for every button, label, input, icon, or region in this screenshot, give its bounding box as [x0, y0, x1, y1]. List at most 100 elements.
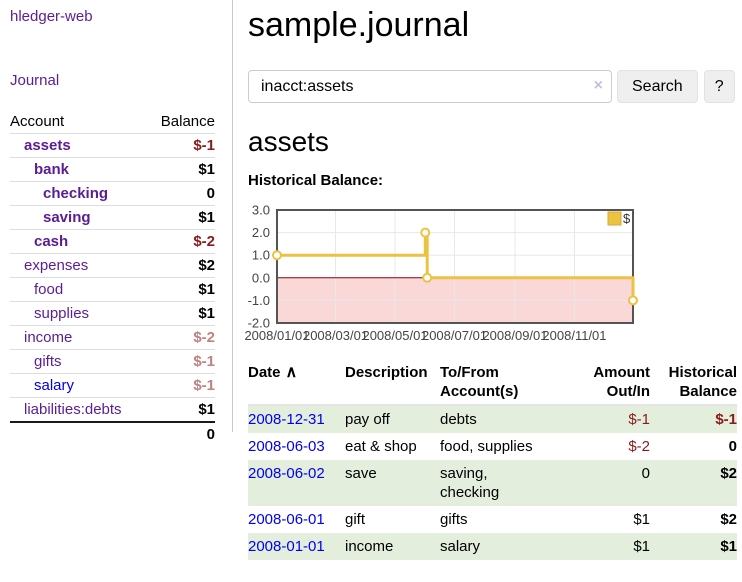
transaction-balance: $-1: [715, 411, 737, 428]
legend-swatch: [607, 211, 622, 226]
accounts-total-row: 0: [10, 421, 215, 446]
sidebar-account-link[interactable]: bank: [34, 161, 70, 178]
sidebar-account-link[interactable]: liabilities:debts: [24, 401, 122, 418]
svg-text:-2.0: -2.0: [248, 316, 270, 331]
column-header-date[interactable]: Date ∧: [248, 363, 345, 406]
sidebar-account-row: saving $1: [10, 205, 215, 229]
sidebar-account-link[interactable]: supplies: [34, 305, 90, 322]
sidebar-account-row: expenses $2: [10, 253, 215, 277]
column-header-balance: Historical Balance: [650, 363, 737, 406]
svg-text:0.0: 0.0: [252, 270, 270, 285]
account-column-header: Account: [10, 113, 65, 130]
sidebar-account-balance: $1: [198, 161, 215, 178]
search-input-wrap: ×: [248, 70, 612, 103]
svg-text:3.0: 3.0: [252, 203, 270, 218]
transaction-row: 2008-06-02 save saving, checking 0 $2: [248, 460, 737, 506]
sidebar-account-row: income $-2: [10, 325, 215, 349]
sidebar-account-link[interactable]: cash: [34, 233, 69, 250]
transaction-balance: $2: [720, 465, 737, 482]
transaction-date-link[interactable]: 2008-06-01: [248, 511, 325, 528]
sidebar-account-link[interactable]: saving: [43, 209, 91, 226]
historical-balance-chart: $3.0 2.0 1.0 0.0 -1.0 -2.02008/01/012008/03/0…: [244, 203, 638, 343]
register-table: Date ∧ Description To/From Account(s) Amo…: [248, 363, 737, 560]
transaction-date-link[interactable]: 2008-01-01: [248, 538, 325, 555]
account-heading: assets: [248, 126, 329, 157]
accounts-total-balance: 0: [206, 426, 215, 443]
column-header-amount: Amount Out/In: [565, 363, 650, 406]
sidebar-account-row: cash $-2: [10, 229, 215, 253]
svg-text:2.0: 2.0: [252, 225, 270, 240]
sidebar-account-link[interactable]: salary: [34, 377, 75, 394]
sidebar-account-balance: $-1: [193, 377, 215, 394]
svg-text:1.0: 1.0: [252, 248, 270, 263]
transaction-row: 2008-12-31 pay off debts $-1 $-1: [248, 405, 737, 433]
transaction-amount: 0: [641, 465, 650, 482]
sidebar-account-link[interactable]: gifts: [34, 353, 62, 370]
transaction-date-link[interactable]: 2008-06-02: [248, 465, 325, 482]
page-title: sample.journal: [248, 6, 470, 44]
search-button[interactable]: Search: [617, 70, 698, 103]
sidebar: hledger-web Journal Account Balance asse…: [0, 0, 233, 443]
sidebar-account-balance: $1: [198, 281, 215, 298]
sidebar-account-link[interactable]: expenses: [24, 257, 89, 274]
app-brand-link[interactable]: hledger-web: [10, 8, 93, 25]
transaction-row: 2008-06-03 eat & shop food, supplies $-2…: [248, 433, 737, 460]
register-header-row: Date ∧ Description To/From Account(s) Amo…: [248, 363, 737, 406]
sort-ascending-icon: ∧: [285, 364, 298, 381]
legend-label: $: [623, 211, 631, 226]
transaction-description: gift: [345, 511, 366, 528]
svg-text:2008/07/01: 2008/07/01: [422, 328, 487, 343]
accounts-table-header: Account Balance: [10, 110, 215, 133]
transaction-accounts: debts: [440, 411, 477, 428]
svg-text:2008/03/01: 2008/03/01: [303, 328, 368, 343]
transaction-balance: $2: [720, 511, 737, 528]
sidebar-account-balance: $-1: [193, 137, 215, 154]
sidebar-account-balance: $1: [198, 209, 215, 226]
transaction-date-link[interactable]: 2008-12-31: [248, 411, 325, 428]
transaction-row: 2008-01-01 income salary $1 $1: [248, 533, 737, 560]
search-form: × Search ?: [248, 70, 737, 103]
sidebar-account-balance: $2: [198, 257, 215, 274]
transaction-accounts: salary: [440, 538, 481, 555]
sidebar-account-balance: $-1: [193, 353, 215, 370]
sidebar-account-balance: $1: [198, 401, 215, 418]
clear-search-icon[interactable]: ×: [593, 77, 603, 94]
transaction-balance: 0: [728, 438, 737, 455]
search-input[interactable]: [248, 70, 612, 103]
sidebar-account-row: salary $-1: [10, 373, 215, 397]
chart-title: Historical Balance:: [248, 172, 384, 189]
column-header-description: Description: [345, 363, 440, 406]
transaction-description: pay off: [345, 411, 390, 428]
svg-text:2008/09/01: 2008/09/01: [482, 328, 547, 343]
transaction-amount: $-2: [628, 438, 650, 455]
transaction-date-link[interactable]: 2008-06-03: [248, 438, 325, 455]
transaction-description: save: [345, 465, 377, 482]
sidebar-item-journal[interactable]: Journal: [10, 72, 60, 89]
sidebar-account-link[interactable]: food: [34, 281, 64, 298]
sidebar-account-balance: $-2: [193, 233, 215, 250]
transaction-accounts: food, supplies: [440, 438, 533, 455]
transaction-amount: $1: [633, 511, 650, 528]
transaction-accounts: saving, checking: [440, 465, 500, 501]
sidebar-account-balance: 0: [206, 185, 215, 202]
svg-text:2008/01/01: 2008/01/01: [244, 328, 309, 343]
balance-column-header: Balance: [160, 113, 215, 130]
sidebar-account-row: food $1: [10, 277, 215, 301]
sidebar-account-row: assets $-1: [10, 133, 215, 157]
search-help-button[interactable]: ?: [703, 70, 735, 103]
sidebar-account-row: supplies $1: [10, 301, 215, 325]
transaction-description: eat & shop: [345, 438, 417, 455]
svg-text:2008/11/01: 2008/11/01: [542, 328, 606, 343]
transaction-amount: $1: [633, 538, 650, 555]
transaction-amount: $-1: [628, 411, 650, 428]
sidebar-account-link[interactable]: income: [24, 329, 73, 346]
column-header-accounts: To/From Account(s): [440, 363, 565, 406]
transaction-balance: $1: [720, 538, 737, 555]
sidebar-account-row: liabilities:debts $1: [10, 397, 215, 421]
sidebar-account-link[interactable]: checking: [43, 185, 109, 202]
main-content: sample.journal × Search ? assets Histori…: [244, 0, 737, 560]
sidebar-account-row: checking 0: [10, 181, 215, 205]
sidebar-account-link[interactable]: assets: [24, 137, 71, 154]
svg-text:2008/05/01: 2008/05/01: [362, 328, 427, 343]
svg-text:-1.0: -1.0: [248, 293, 270, 308]
